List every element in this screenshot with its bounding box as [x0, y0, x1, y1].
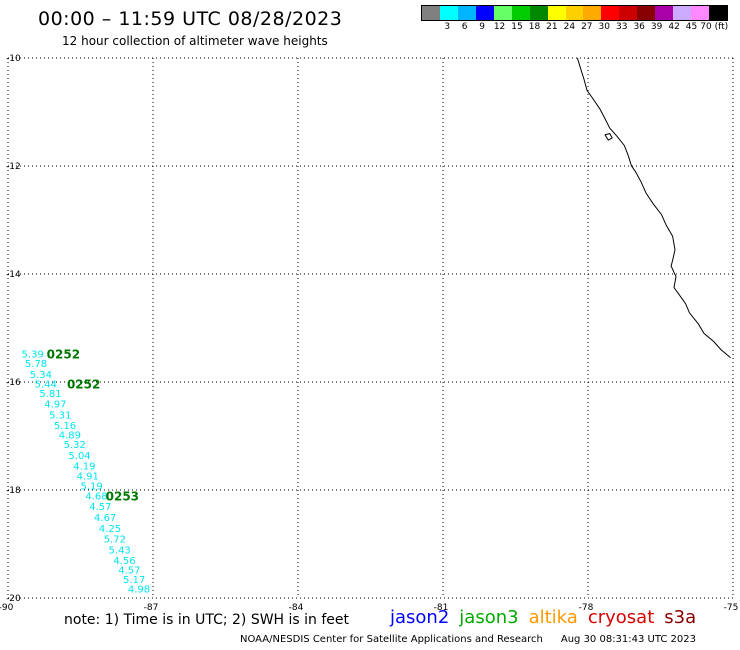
legend-labels: 3 6 9 12 15 18 21 24 27 30 33 36 39 42 45 70 (ft): [421, 22, 728, 32]
credit-text: NOAA/NESDIS Center for Satellite Applica…: [240, 634, 543, 645]
legend-label-15: 45: [685, 22, 698, 32]
legend-swatch-2: [457, 6, 476, 20]
map-subtitle: 12 hour collection of altimeter wave hei…: [62, 34, 328, 48]
lon-tick-label: -87: [144, 603, 159, 613]
wave-height-legend: 3 6 9 12 15 18 21 24 27 30 33 36 39 42 45 70 (ft): [421, 5, 728, 35]
pass-time-label: 0253: [106, 489, 139, 503]
lon-tick-label: -90: [0, 603, 14, 613]
legend-label-11: 33: [615, 22, 628, 32]
legend-swatch-5: [511, 6, 530, 20]
wave-height-label: 4.25: [99, 524, 121, 535]
legend-swatch-16: [709, 6, 727, 20]
legend-label-6: 18: [528, 22, 541, 32]
legend-swatch-4: [493, 6, 512, 20]
wave-height-label: 4.97: [44, 400, 66, 411]
legend-swatch-13: [655, 6, 674, 20]
wave-height-label: 4.89: [59, 430, 81, 441]
legend-label-10: 30: [598, 22, 610, 32]
footer-note: note: 1) Time is in UTC; 2) SWH is in fe…: [64, 612, 350, 628]
legend-label-14: 42: [668, 22, 680, 32]
legend-swatch-8: [565, 6, 584, 20]
legend-swatch-11: [619, 6, 638, 20]
pass-time-labels: 0252 0252 0253: [47, 347, 139, 503]
pass-time-label: 0252: [47, 347, 80, 361]
lat-tick-label: -10: [6, 54, 21, 64]
island-0: [604, 133, 613, 141]
generated-timestamp: Aug 30 08:31:43 UTC 2023: [560, 634, 697, 645]
wave-height-label: 4.68: [85, 491, 107, 502]
legend-label-8: 24: [563, 22, 576, 32]
lon-tick-label: -78: [579, 603, 594, 613]
legend-swatch-0: [422, 6, 440, 20]
lat-tick-label: -12: [6, 162, 21, 172]
wave-height-label: 5.17: [123, 575, 145, 586]
lat-tick-label: -18: [6, 486, 21, 496]
wave-height-label: 5.16: [54, 421, 76, 432]
wave-height-label: 4.19: [73, 462, 95, 473]
coastline: [576, 57, 731, 359]
satellite-cryosat: cryosat: [587, 607, 655, 628]
legend-swatch-6: [529, 6, 548, 20]
satellite-jason2: jason2: [390, 607, 450, 628]
wave-height-label: 5.32: [64, 440, 86, 451]
map-title: 00:00 – 11:59 UTC 08/28/2023: [38, 8, 343, 30]
lat-tick-label: -20: [6, 594, 21, 604]
satellite-jason3: jason3: [459, 607, 519, 628]
wave-height-label: 4.91: [77, 471, 99, 482]
legend-swatch-15: [691, 6, 709, 20]
wave-height-label: 5.31: [49, 410, 71, 421]
legend-color-bar: [421, 5, 728, 21]
satellite-s3a: s3a: [664, 607, 697, 628]
coastline-peru: [576, 57, 731, 359]
wave-height-label: 5.04: [68, 451, 90, 462]
satellite-key: jason2 jason3 altika cryosat s3a: [390, 607, 706, 628]
legend-swatch-3: [475, 6, 494, 20]
wave-height-label: 5.44: [35, 380, 57, 391]
legend-swatch-1: [439, 6, 458, 20]
legend-label-16: 70 (ft): [700, 22, 729, 32]
legend-swatch-12: [637, 6, 656, 20]
pass-time-label: 0252: [67, 378, 100, 392]
legend-label-9: 27: [581, 22, 593, 32]
satellite-altika: altika: [528, 607, 578, 628]
legend-swatch-9: [583, 6, 602, 20]
wave-height-label: 4.98: [128, 584, 150, 595]
legend-swatch-14: [673, 6, 692, 20]
legend-label-12: 36: [633, 22, 645, 32]
legend-label-7: 21: [546, 22, 558, 32]
lon-tick-label: -84: [289, 603, 304, 613]
credit-line: NOAA/NESDIS Center for Satellite Applica…: [240, 634, 696, 645]
wave-height-label: 5.72: [104, 535, 126, 546]
wave-height-label: 5.78: [25, 359, 47, 370]
legend-label-13: 39: [650, 22, 663, 32]
wave-height-label: 5.19: [81, 482, 103, 493]
wave-height-label: 5.39: [22, 349, 44, 360]
wave-height-label: 4.57: [118, 565, 140, 576]
legend-label-1: 3: [444, 22, 451, 32]
wave-height-labels: 5.395.785.345.445.814.975.315.164.895.32…: [22, 349, 151, 595]
wave-height-label: 4.57: [89, 502, 111, 513]
wave-height-label: 5.81: [39, 389, 61, 400]
legend-label-5: 15: [511, 22, 523, 32]
grid-lines: [7, 57, 734, 599]
legend-label-3: 9: [479, 22, 485, 32]
axis-tick-labels: -90 -87 -84 -81 -78 -75 -10 -12 -14 -16 -18 -20: [0, 54, 738, 613]
lon-tick-label: -81: [434, 603, 449, 613]
wave-height-label: 4.56: [113, 556, 135, 567]
lat-tick-label: -14: [6, 270, 21, 280]
legend-label-4: 12: [493, 22, 506, 32]
wave-height-label: 4.67: [94, 513, 116, 524]
wave-height-label: 5.34: [30, 370, 52, 381]
wave-height-label: 5.43: [109, 545, 131, 556]
legend-swatch-10: [601, 6, 620, 20]
lat-tick-label: -16: [6, 378, 21, 388]
lon-tick-label: -75: [724, 603, 739, 613]
legend-label-2: 6: [461, 22, 468, 32]
legend-swatch-7: [547, 6, 566, 20]
